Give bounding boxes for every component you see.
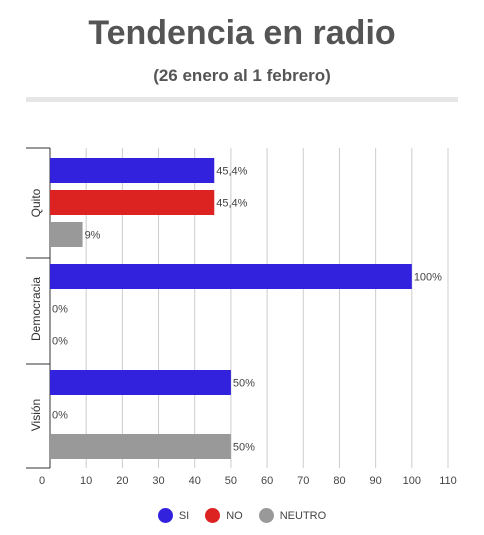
category-label: Democracia [29,277,43,341]
category-label: Visión [29,399,43,431]
legend-label: SI [178,509,190,522]
x-tick-label: 110 [439,475,457,487]
legend-label: NEUTRO [279,509,327,522]
legend-item: SI [157,508,190,523]
bar-chart: 0 10 20 30 40 50 60 70 80 90 100 110 Quito Democracia… [26,147,457,487]
bar [50,434,231,459]
data-label: 9% [85,230,101,242]
data-label: 100% [414,272,442,284]
data-label: 0% [52,304,68,316]
chart-subtitle: (26 enero al 1 febrero) [153,66,331,85]
legend-label: NO [226,509,243,522]
legend-swatch [258,508,274,523]
data-label: 50% [233,442,255,454]
x-tick-label: 50 [225,475,237,487]
x-tick-label: 10 [80,475,92,487]
legend-swatch [205,508,221,523]
data-label: 45,4% [216,198,247,210]
x-tick-label: 70 [297,475,309,487]
bar [50,370,231,395]
title-divider [26,97,458,102]
data-label: 0% [52,336,68,348]
x-tick-label: 60 [261,475,273,487]
chart-legend: SI NO NEUTRO [0,508,484,523]
bar [50,222,83,247]
data-label: 0% [52,410,68,422]
legend-item: NEUTRO [258,508,327,523]
x-tick-label: 0 [39,475,45,487]
legend-item: NO [205,508,243,523]
x-tick-label: 100 [403,475,421,487]
bar [50,264,412,289]
data-label: 45,4% [216,166,247,178]
x-tick-label: 40 [189,475,201,487]
legend-swatch [157,508,173,523]
x-tick-label: 20 [116,475,128,487]
data-label: 50% [233,378,255,390]
bar [50,158,215,183]
x-tick-label: 90 [370,475,382,487]
x-tick-label: 80 [333,475,345,487]
chart-title: Tendencia en radio [88,14,396,52]
x-tick-label: 30 [152,475,164,487]
category-label: Quito [29,188,43,217]
bar [50,190,215,215]
